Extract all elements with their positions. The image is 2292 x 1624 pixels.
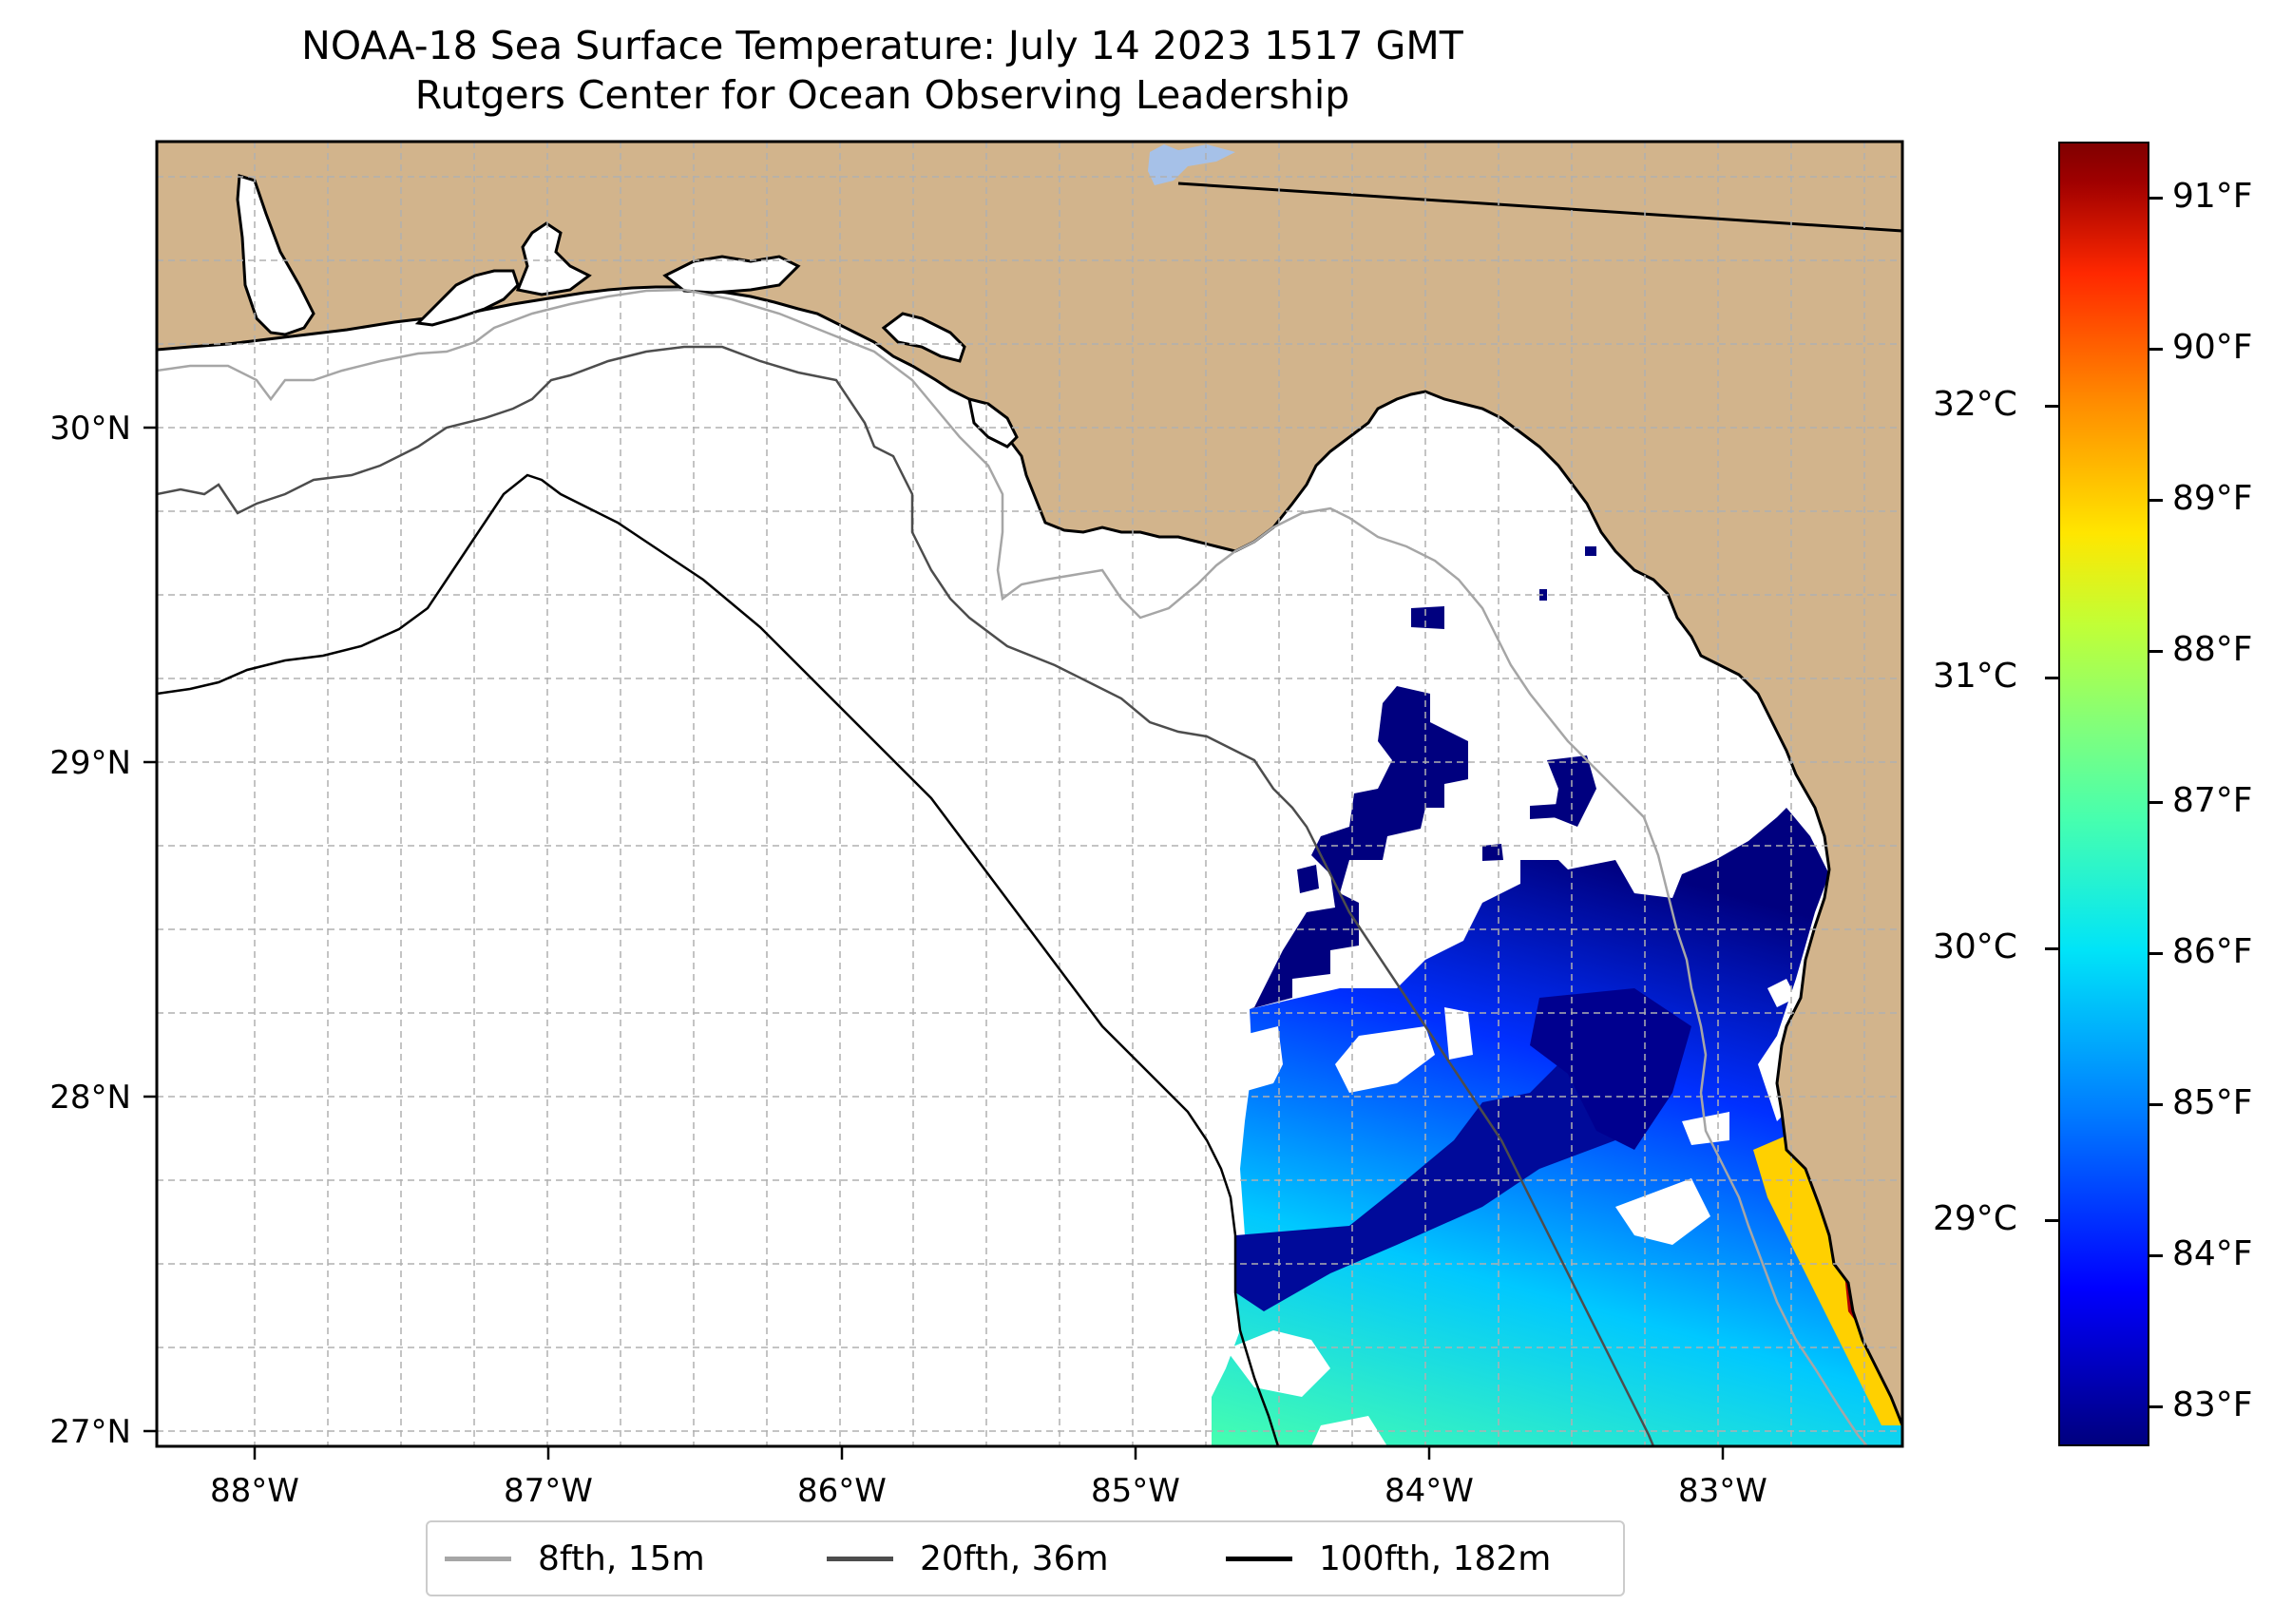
colorbar-tick [2045,947,2058,950]
sst-patch-a [1411,606,1444,629]
x-tick-label: 85°W [1091,1472,1180,1510]
colorbar-label-f: 84°F [2172,1234,2253,1273]
contour-20fth-36m [157,345,1655,1446]
bays [236,144,1235,449]
sst-patch-g [1297,865,1319,893]
sst-patch-d [1530,804,1560,819]
legend-label: 100fth, 182m [1319,1538,1552,1578]
x-tick-label: 88°W [210,1472,299,1510]
map-grid [157,142,1902,1446]
colorbar-label-f: 88°F [2172,630,2253,669]
colorbar-label-c: 32°C [1933,385,2017,424]
x-tick-label: 83°W [1678,1472,1767,1510]
sst-cloud-gap-1 [1240,1026,1283,1093]
legend-label: 8fth, 15m [538,1538,705,1578]
inland-lake [1148,144,1235,185]
legend-label: 20fth, 36m [920,1538,1109,1578]
map-title: NOAA-18 Sea Surface Temperature: July 14… [0,21,1765,120]
map-frame [155,140,1904,1448]
contour-8fth-15m [157,288,1868,1446]
colorbar-label-c: 30°C [1933,927,2017,966]
y-tick-label: 30°N [49,410,131,448]
state-border-line [1177,182,1902,233]
axis-ticks [143,426,1725,1460]
temperature-colorbar [2058,142,2149,1446]
colorbar-label-f: 90°F [2172,328,2253,367]
x-tick-label: 84°W [1385,1472,1474,1510]
colorbar-tick [2045,1219,2058,1222]
colorbar-label-f: 87°F [2172,781,2253,820]
colorbar-label-c: 29°C [1933,1199,2017,1238]
colorbar-label-f: 85°F [2172,1083,2253,1122]
x-tick-label: 87°W [504,1472,593,1510]
title-line-1: NOAA-18 Sea Surface Temperature: July 14… [301,23,1463,68]
colorbar-tick [2149,348,2163,351]
colorbar-label-f: 91°F [2172,177,2253,216]
sst-patch-e [1585,546,1596,556]
sst-cloud-gap-4 [1615,1178,1710,1245]
y-tick-label: 29°N [49,744,131,782]
colorbar-tick [2045,405,2058,408]
sst-patch-c [1482,844,1503,861]
legend-entry-100fth: 100fth, 182m [1226,1522,1551,1595]
colorbar-tick [2045,677,2058,679]
sst-cloud-gap-7 [1311,1416,1387,1446]
legend-swatch-line [827,1556,893,1561]
choctawhatchee-bay [515,221,592,296]
sst-coastal-dark-patch [1530,988,1691,1150]
colorbar-tick [2149,952,2163,955]
colorbar-tick [2149,1254,2163,1257]
colorbar-label-c: 31°C [1933,657,2017,696]
colorbar-label-f: 83°F [2172,1385,2253,1424]
sst-patch-b [1547,755,1596,827]
mobile-bay [236,174,315,336]
title-line-2: Rutgers Center for Ocean Observing Leade… [414,72,1350,118]
colorbar-tick [2149,801,2163,804]
y-tick-label: 27°N [49,1413,131,1451]
pensacola-bay [414,269,520,327]
colorbar-label-f: 86°F [2172,932,2253,971]
x-tick-label: 86°W [797,1472,887,1510]
legend-swatch-line [1226,1556,1292,1561]
land-area [157,142,1902,1426]
y-tick-label: 28°N [49,1079,131,1117]
sst-cloud-gap-8 [1767,979,1796,1007]
sst-data-layer [1212,546,1902,1446]
contour-legend: 8fth, 15m 20fth, 36m 100fth, 182m [426,1520,1625,1596]
colorbar-label-f: 89°F [2172,479,2253,518]
sst-cloud-gap-2 [1335,1026,1435,1093]
sst-offshore-dark-patch [1235,1055,1634,1311]
sst-deep-blue-region [1250,686,1468,1009]
legend-swatch-line [445,1556,511,1561]
colorbar-tick [2149,650,2163,653]
apalachicola-bay [967,396,1019,449]
st-andrews-bay [662,255,801,295]
sst-cloud-gap-3 [1444,1007,1473,1060]
sst-patch-f [1539,589,1547,601]
colorbar-tick [2149,1103,2163,1106]
contour-100fth-182m [157,473,1280,1446]
colorbar-tick [2149,197,2163,200]
colorbar-tick [2149,1405,2163,1408]
legend-entry-8fth: 8fth, 15m [445,1522,705,1595]
colorbar-tick [2149,499,2163,502]
legend-entry-20fth: 20fth, 36m [827,1522,1109,1595]
